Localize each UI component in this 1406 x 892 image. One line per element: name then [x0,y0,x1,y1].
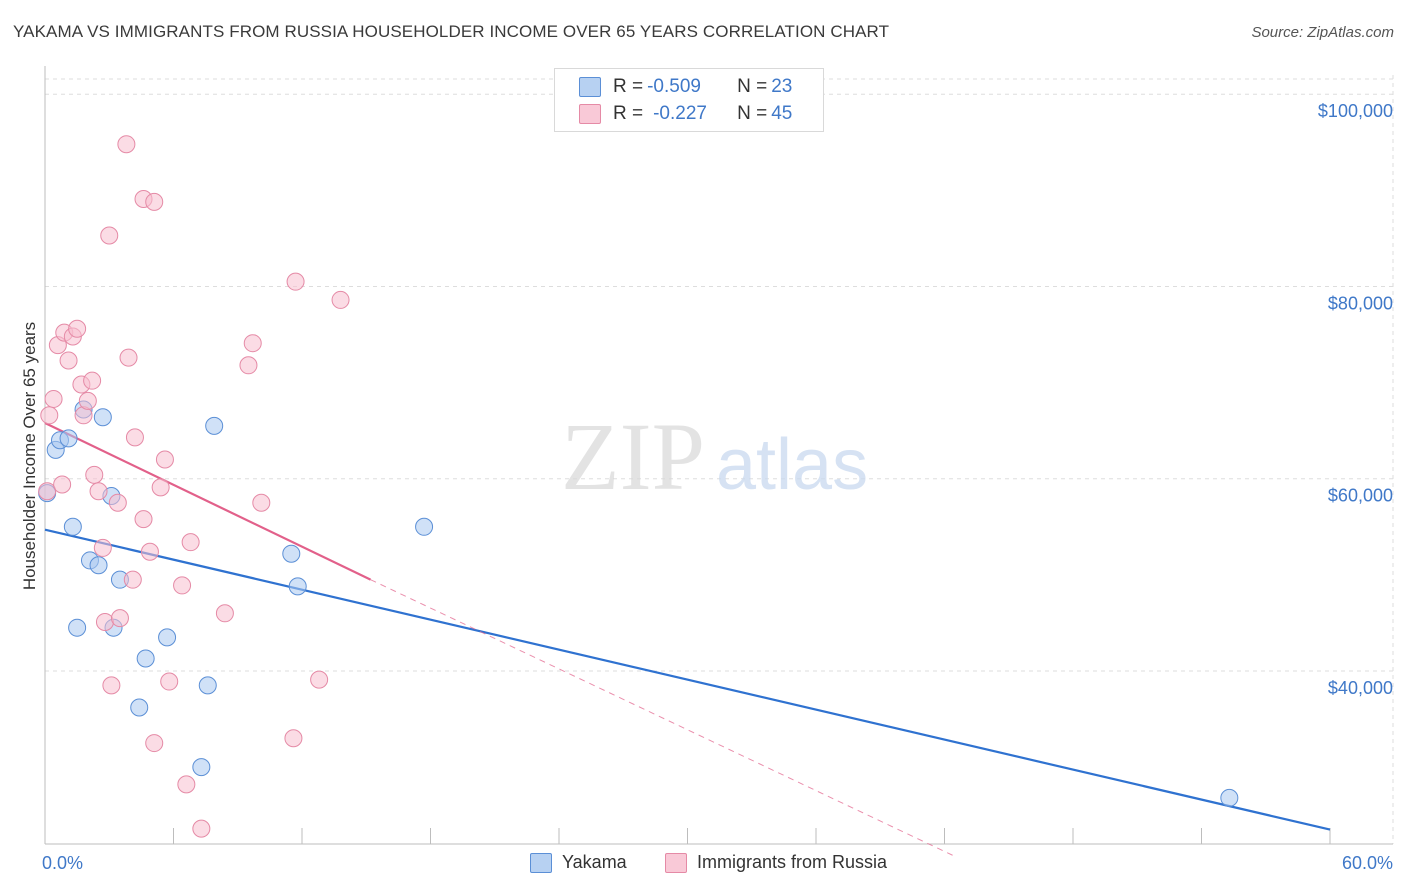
data-point-russia [93,538,112,557]
legend-r-value: -0.227 [653,103,707,124]
legend-n-value: 23 [771,76,793,97]
data-point-russia [331,290,350,309]
trend-line-russia-extension [370,579,956,857]
legend-n-value: 45 [771,103,793,124]
y-tick-label: $100,000 [1318,101,1393,121]
data-point-russia [40,406,59,425]
x-tick-labels: 0.0% 60.0% [42,853,1393,873]
legend-n-label: N = [737,76,768,97]
data-point-russia [181,533,200,552]
legend-label-russia: Immigrants from Russia [697,852,888,872]
legend-n-label: N = [737,103,768,124]
data-point-yakama [59,429,78,448]
watermark: ZIP atlas [561,403,868,510]
data-point-yakama [288,577,307,596]
y-axis-label: Householder Income Over 65 years [20,322,39,590]
data-point-russia [140,542,159,561]
data-point-russia [252,493,271,512]
data-point-russia [177,775,196,794]
legend-r-label: R = [613,76,644,97]
data-point-russia [85,465,104,484]
legend-swatch-russia [579,104,601,124]
data-point-yakama [68,618,87,637]
x-tick-label: 60.0% [1342,853,1393,873]
data-point-yakama [63,517,82,536]
data-point-russia [100,226,119,245]
legend-row-yakama: R = -0.509 N = 23 [579,75,792,99]
data-point-yakama [205,416,224,435]
data-point-russia [83,371,102,390]
trend-lines [44,421,1331,857]
data-point-russia [119,348,138,367]
data-point-russia [145,734,164,753]
data-point-russia [215,604,234,623]
data-point-russia [102,676,121,695]
axes [44,66,1393,845]
data-point-russia [89,482,108,501]
data-point-russia [95,612,114,631]
data-point-russia [110,609,129,628]
legend-row-russia: R = -0.227 N = 45 [579,102,792,126]
data-point-russia [78,391,97,410]
data-point-yakama [198,676,217,695]
data-point-yakama [158,628,177,647]
series-legend: Yakama Immigrants from Russia [0,852,1406,878]
data-point-russia [108,493,127,512]
legend-label-yakama: Yakama [562,852,627,872]
data-point-russia [59,351,78,370]
trend-line-yakama [44,528,1331,831]
trend-line-russia [44,421,372,581]
watermark-atlas: atlas [716,425,868,505]
data-point-russia [44,389,63,408]
x-tick-label: 0.0% [42,853,83,873]
data-point-russia [192,819,211,838]
data-point-russia [243,334,262,353]
legend-r-label: R = [613,103,644,124]
correlation-legend: R = -0.509 N = 23 R = -0.227 N = 45 [554,68,824,132]
data-point-yakama [282,544,301,563]
data-point-russia [53,475,72,494]
data-point-russia [160,672,179,691]
data-point-russia [123,570,142,589]
legend-swatch-russia [665,852,687,873]
chart-title: YAKAMA VS IMMIGRANTS FROM RUSSIA HOUSEHO… [13,22,890,41]
legend-item-immigrants-from-russia[interactable]: Immigrants from Russia [665,852,887,873]
data-point-yakama [192,758,211,777]
data-point-russia [38,482,57,501]
data-point-russia [134,510,153,529]
data-point-yakama [93,408,112,427]
data-point-yakama [415,517,434,536]
legend-swatch-yakama [530,852,552,873]
data-point-russia [68,319,87,338]
data-point-russia [173,576,192,595]
y-tick-label: $60,000 [1328,486,1393,506]
data-point-russia [310,670,329,689]
data-point-russia [239,356,258,375]
data-point-russia [151,478,170,497]
data-point-yakama [1220,788,1239,807]
watermark-zip: ZIP [561,403,705,510]
y-tick-label: $40,000 [1328,678,1393,698]
y-tick-labels: $40,000 $60,000 $80,000 $100,000 [1318,101,1393,698]
y-tick-label: $80,000 [1328,293,1393,313]
legend-r-value: -0.509 [647,76,701,97]
data-point-yakama [130,698,149,717]
data-point-russia [117,135,136,154]
data-point-russia [125,428,144,447]
data-point-yakama [136,649,155,668]
legend-item-yakama[interactable]: Yakama [530,852,627,873]
data-point-russia [284,729,303,748]
data-point-russia [286,272,305,291]
source-label: Source: ZipAtlas.com [1251,24,1394,41]
data-point-yakama [89,556,108,575]
legend-swatch-yakama [579,77,601,97]
series-immigrants-from-russia [38,135,350,838]
data-point-russia [155,450,174,469]
data-point-russia [145,192,164,211]
